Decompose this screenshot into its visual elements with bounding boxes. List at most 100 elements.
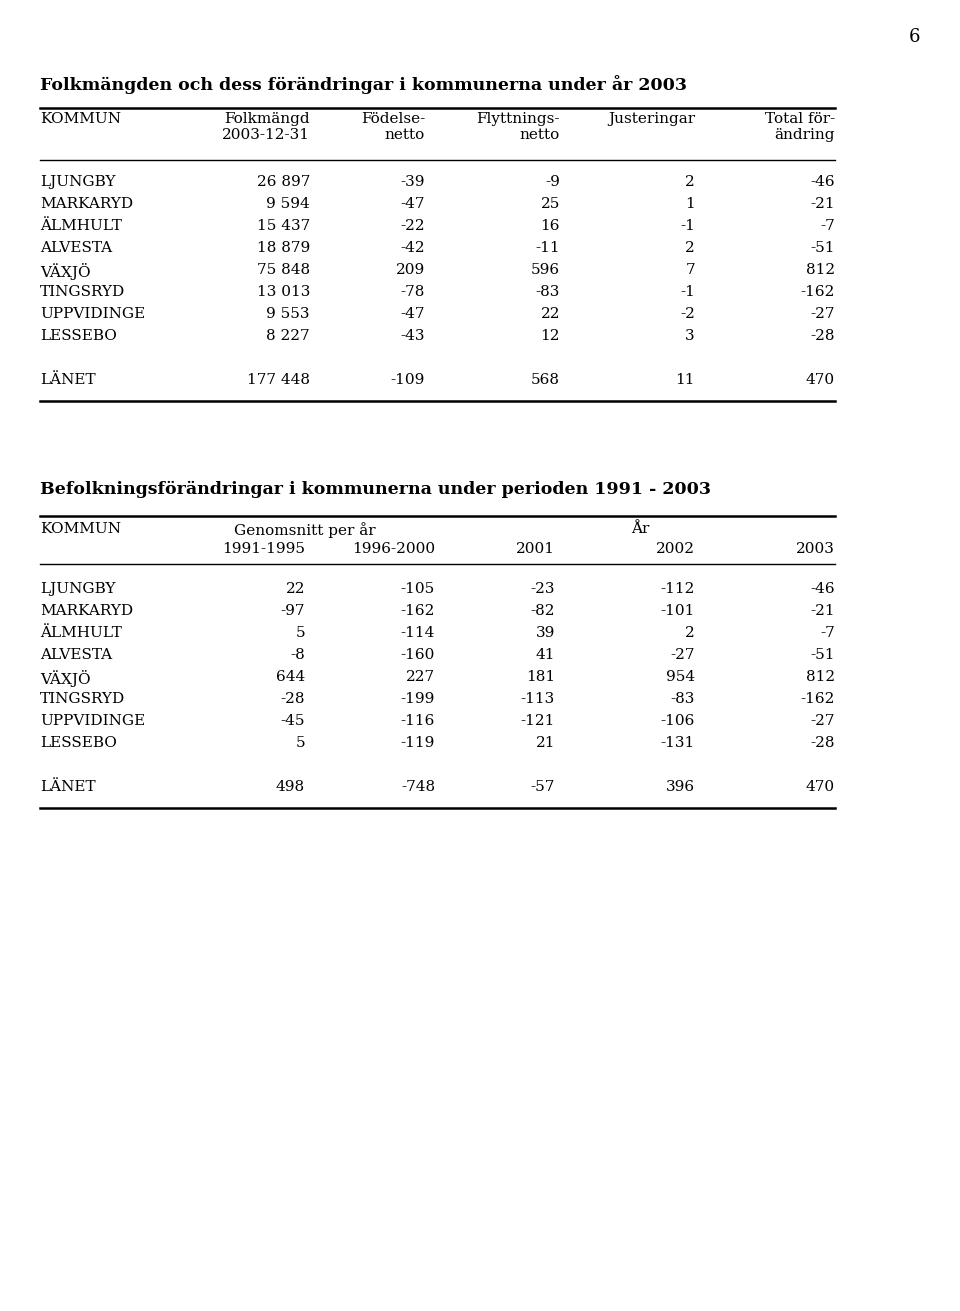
Text: -9: -9 <box>545 174 560 189</box>
Text: -46: -46 <box>810 582 835 597</box>
Text: -27: -27 <box>810 714 835 728</box>
Text: KOMMUN: KOMMUN <box>40 111 121 126</box>
Text: -112: -112 <box>660 582 695 597</box>
Text: -28: -28 <box>810 329 835 343</box>
Text: UPPVIDINGE: UPPVIDINGE <box>40 307 145 321</box>
Text: 2: 2 <box>685 174 695 189</box>
Text: 5: 5 <box>296 625 305 640</box>
Text: TINGSRYD: TINGSRYD <box>40 284 125 299</box>
Text: 41: 41 <box>536 648 555 662</box>
Text: 8 227: 8 227 <box>266 329 310 343</box>
Text: -116: -116 <box>400 714 435 728</box>
Text: 22: 22 <box>285 582 305 597</box>
Text: 596: 596 <box>531 264 560 277</box>
Text: -109: -109 <box>391 374 425 387</box>
Text: -43: -43 <box>400 329 425 343</box>
Text: -57: -57 <box>531 780 555 794</box>
Text: ÄLMHULT: ÄLMHULT <box>40 625 122 640</box>
Text: VÄXJÖ: VÄXJÖ <box>40 670 90 687</box>
Text: 812: 812 <box>805 670 835 684</box>
Text: -51: -51 <box>810 241 835 256</box>
Text: 25: 25 <box>540 197 560 211</box>
Text: 18 879: 18 879 <box>256 241 310 256</box>
Text: 2001: 2001 <box>516 541 555 556</box>
Text: TINGSRYD: TINGSRYD <box>40 692 125 707</box>
Text: 209: 209 <box>396 264 425 277</box>
Text: 13 013: 13 013 <box>256 284 310 299</box>
Text: 16: 16 <box>540 219 560 233</box>
Text: 181: 181 <box>526 670 555 684</box>
Text: -119: -119 <box>400 735 435 750</box>
Text: MARKARYD: MARKARYD <box>40 197 133 211</box>
Text: 2003: 2003 <box>796 541 835 556</box>
Text: 9 553: 9 553 <box>267 307 310 321</box>
Text: -46: -46 <box>810 174 835 189</box>
Text: -23: -23 <box>531 582 555 597</box>
Text: -21: -21 <box>810 197 835 211</box>
Text: 9 594: 9 594 <box>266 197 310 211</box>
Text: LÄNET: LÄNET <box>40 780 96 794</box>
Text: LESSEBO: LESSEBO <box>40 735 117 750</box>
Text: -748: -748 <box>401 780 435 794</box>
Text: -39: -39 <box>400 174 425 189</box>
Text: 1: 1 <box>685 197 695 211</box>
Text: 5: 5 <box>296 735 305 750</box>
Text: 227: 227 <box>406 670 435 684</box>
Text: ÄLMHULT: ÄLMHULT <box>40 219 122 233</box>
Text: 75 848: 75 848 <box>257 264 310 277</box>
Text: 1991-1995: 1991-1995 <box>222 541 305 556</box>
Text: -97: -97 <box>280 604 305 617</box>
Text: -27: -27 <box>670 648 695 662</box>
Text: 21: 21 <box>536 735 555 750</box>
Text: VÄXJÖ: VÄXJÖ <box>40 264 90 281</box>
Text: 39: 39 <box>536 625 555 640</box>
Text: -22: -22 <box>400 219 425 233</box>
Text: -51: -51 <box>810 648 835 662</box>
Text: LÄNET: LÄNET <box>40 374 96 387</box>
Text: 812: 812 <box>805 264 835 277</box>
Text: -28: -28 <box>280 692 305 707</box>
Text: UPPVIDINGE: UPPVIDINGE <box>40 714 145 728</box>
Text: -78: -78 <box>400 284 425 299</box>
Text: ALVESTA: ALVESTA <box>40 241 112 256</box>
Text: Flyttnings-
netto: Flyttnings- netto <box>476 111 560 142</box>
Text: -113: -113 <box>520 692 555 707</box>
Text: 12: 12 <box>540 329 560 343</box>
Text: 7: 7 <box>685 264 695 277</box>
Text: -82: -82 <box>531 604 555 617</box>
Text: 2002: 2002 <box>656 541 695 556</box>
Text: 954: 954 <box>666 670 695 684</box>
Text: -42: -42 <box>400 241 425 256</box>
Text: -7: -7 <box>820 625 835 640</box>
Text: -83: -83 <box>671 692 695 707</box>
Text: 498: 498 <box>276 780 305 794</box>
Text: -21: -21 <box>810 604 835 617</box>
Text: -1: -1 <box>680 219 695 233</box>
Text: -101: -101 <box>660 604 695 617</box>
Text: Genomsnitt per år: Genomsnitt per år <box>234 522 375 538</box>
Text: -114: -114 <box>400 625 435 640</box>
Text: MARKARYD: MARKARYD <box>40 604 133 617</box>
Text: 568: 568 <box>531 374 560 387</box>
Text: -2: -2 <box>680 307 695 321</box>
Text: -162: -162 <box>400 604 435 617</box>
Text: KOMMUN: KOMMUN <box>40 522 121 536</box>
Text: 11: 11 <box>676 374 695 387</box>
Text: 1996-2000: 1996-2000 <box>352 541 435 556</box>
Text: Födelse-
netto: Födelse- netto <box>361 111 425 142</box>
Text: Justeringar: Justeringar <box>608 111 695 126</box>
Text: ALVESTA: ALVESTA <box>40 648 112 662</box>
Text: -11: -11 <box>536 241 560 256</box>
Text: -47: -47 <box>400 307 425 321</box>
Text: 644: 644 <box>276 670 305 684</box>
Text: -162: -162 <box>801 692 835 707</box>
Text: 177 448: 177 448 <box>247 374 310 387</box>
Text: -45: -45 <box>280 714 305 728</box>
Text: 2: 2 <box>685 241 695 256</box>
Text: 470: 470 <box>805 374 835 387</box>
Text: -28: -28 <box>810 735 835 750</box>
Text: Befolkningsförändringar i kommunerna under perioden 1991 - 2003: Befolkningsförändringar i kommunerna und… <box>40 481 711 498</box>
Text: 6: 6 <box>908 28 920 46</box>
Text: LJUNGBY: LJUNGBY <box>40 582 115 597</box>
Text: 15 437: 15 437 <box>256 219 310 233</box>
